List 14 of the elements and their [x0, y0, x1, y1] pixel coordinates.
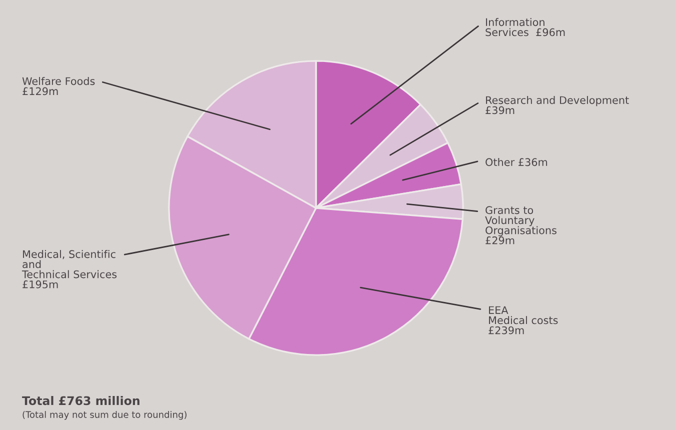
slice-label: Medical, Scientific and Technical Services [22, 250, 117, 278]
slice-label: Information Services £96m [486, 18, 565, 36]
slice-label: Research and Development [486, 96, 629, 106]
slice-label: Welfare Foods [22, 77, 95, 86]
slice-label: Other £36m [486, 158, 548, 166]
slice-label: EEA Medical costs [489, 306, 558, 324]
data-label: £29m [486, 236, 514, 244]
data-label: £39m [486, 106, 514, 114]
data-label: £195m [22, 280, 58, 288]
text: (Total may not sum due to rounding) [22, 411, 186, 420]
text: Total £763 million [22, 396, 140, 406]
data-label: £239m [488, 326, 524, 334]
slice-label: Grants to Voluntary Organisations [485, 206, 556, 236]
data-label: £129m [22, 87, 58, 96]
